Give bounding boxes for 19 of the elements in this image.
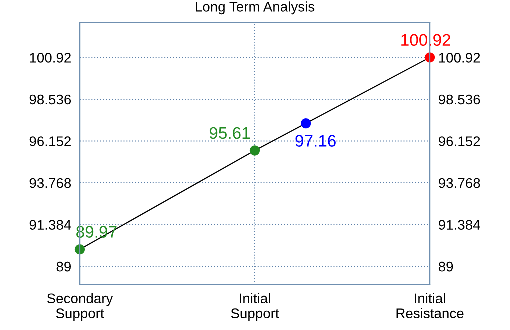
x-tick-label: Initial Support xyxy=(231,293,280,322)
data-label: 97.16 xyxy=(296,135,336,147)
y2-tick-label: 89 xyxy=(438,262,454,272)
y2-tick-label: 100.92 xyxy=(439,53,480,63)
y2-tick-label: 98.536 xyxy=(438,94,480,105)
y2-tick-label: 93.768 xyxy=(438,178,480,188)
y-tick-label: 100.92 xyxy=(30,53,71,63)
x-tick-label: Secondary Support xyxy=(47,293,114,322)
y-tick-label: 96.152 xyxy=(30,136,71,146)
y2-tick-label: 96.152 xyxy=(438,136,480,146)
y2-tick-label: 91.384 xyxy=(438,220,480,230)
y-tick-label: 93.768 xyxy=(30,178,72,188)
y-tick-label: 98.536 xyxy=(30,94,72,105)
point xyxy=(250,146,260,156)
y-tick-label: 89 xyxy=(56,262,72,272)
y-tick-label: 91.384 xyxy=(30,220,72,230)
chart-title: Long Term Analysis xyxy=(196,2,315,15)
x-tick-label: Initial Resistance xyxy=(396,293,464,318)
data-label: 95.61 xyxy=(210,127,250,140)
